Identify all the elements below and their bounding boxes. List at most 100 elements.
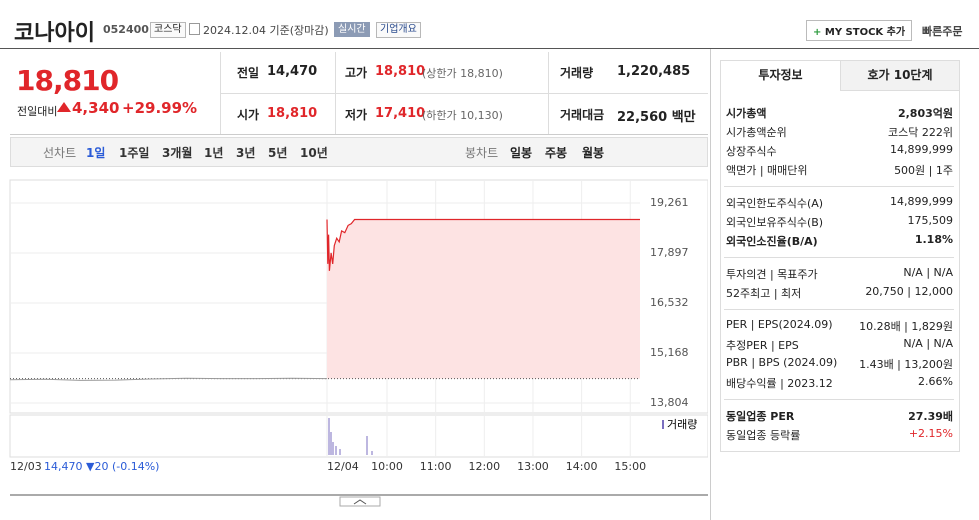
quote-box [10, 52, 708, 135]
period-tab[interactable]: 1년 [204, 146, 224, 160]
info-value: 500원 | 1주 [894, 164, 953, 177]
candle-tab[interactable]: 주봉 [545, 146, 568, 160]
change-percent: +29.99% [122, 99, 198, 117]
stat-value: 17,410 [375, 106, 426, 121]
x-tick-label: 14:00 [566, 460, 598, 473]
info-label: 배당수익률 | 2023.12 [726, 377, 833, 390]
date-label: 2024.12.04 기준(장마감) [203, 24, 329, 37]
info-label: 상장주식수 [726, 145, 777, 158]
stat-label: 전일 [237, 66, 260, 80]
info-value: 14,899,999 [890, 143, 953, 156]
info-tab[interactable]: 투자정보 [721, 61, 840, 90]
group-divider [724, 257, 954, 258]
info-value: 1.18% [914, 233, 953, 246]
info-label: 외국인한도주식수(A) [726, 197, 824, 210]
y-tick-label: 15,168 [650, 346, 689, 359]
stat-label: 고가 [345, 66, 368, 80]
y-tick-label: 19,261 [650, 196, 689, 209]
info-label: PBR | BPS (2024.09) [726, 356, 838, 369]
info-value: 27.39배 [908, 410, 953, 423]
x-tick-label: 15:00 [614, 460, 646, 473]
info-value: 1.43배 | 13,200원 [859, 358, 953, 371]
y-tick-label: 17,897 [650, 246, 689, 259]
calendar-icon [189, 23, 200, 35]
group-divider [724, 399, 954, 400]
x-tick-label: 13:00 [517, 460, 549, 473]
stat-note: (하한가 10,130) [422, 109, 503, 122]
stat-value: 14,470 [267, 64, 318, 79]
info-value: 10.28배 | 1,829원 [859, 320, 953, 333]
info-value: N/A | N/A [903, 266, 953, 279]
plus-icon: + [813, 27, 825, 38]
overview-button[interactable]: 기업개요 [376, 22, 421, 38]
candle-chart-label: 봉차트 [465, 146, 499, 160]
info-label: 외국인소진율(B/A) [726, 235, 818, 248]
info-label: 외국인보유주식수(B) [726, 216, 824, 229]
quick-order[interactable]: 빠른주문 [922, 25, 963, 38]
stat-value: 18,810 [375, 64, 426, 79]
change-label: 전일대비 [17, 105, 58, 118]
line-chart-label: 선차트 [43, 146, 77, 160]
y-tick-label: 13,804 [650, 396, 689, 409]
period-tab[interactable]: 5년 [268, 146, 288, 160]
prev-day-line [9, 377, 328, 381]
period-tab[interactable]: 1주일 [119, 146, 150, 160]
volume-bars [328, 418, 373, 455]
group-divider [724, 309, 954, 310]
quote-divider [220, 93, 708, 94]
prev-day-label: 12/03 [10, 460, 42, 473]
prev-day-summary: 14,470 ▼20 (-0.14%) [44, 460, 159, 473]
info-label: 투자의견 | 목표주가 [726, 268, 818, 281]
change-value: 4,340 [72, 99, 120, 117]
volume-legend-swatch [662, 420, 664, 429]
stat-value: 18,810 [267, 106, 318, 121]
info-label: 동일업종 등락률 [726, 429, 801, 442]
mystock-button[interactable]: + MY STOCK 추가 [806, 20, 913, 41]
stat-label: 거래량 [560, 66, 594, 80]
info-label: 동일업종 PER [726, 410, 795, 423]
collapse-button[interactable] [339, 496, 381, 507]
y-tick-label: 16,532 [650, 296, 689, 309]
collapse-icon [353, 499, 367, 505]
info-value: 14,899,999 [890, 195, 953, 208]
realtime-badge[interactable]: 실시간 [334, 22, 370, 37]
info-value: 175,509 [907, 214, 954, 227]
x-tick-label: 11:00 [420, 460, 452, 473]
stat-value: 1,220,485 [617, 64, 691, 79]
market-badge: 코스닥 [150, 22, 186, 38]
up-arrow [57, 102, 71, 112]
stat-label: 저가 [345, 108, 368, 122]
period-tab[interactable]: 10년 [300, 146, 328, 160]
period-tab[interactable]: 3년 [236, 146, 256, 160]
info-value: 2.66% [918, 375, 953, 388]
x-tick-label: 12/04 [327, 460, 359, 473]
info-value: 20,750 | 12,000 [865, 285, 953, 298]
period-tab[interactable]: 3개월 [162, 146, 193, 160]
group-divider [724, 186, 954, 187]
price-line [326, 218, 640, 271]
info-label: 52주최고 | 최저 [726, 287, 802, 300]
stat-label: 거래대금 [560, 108, 605, 122]
info-value: 2,803억원 [897, 107, 953, 120]
candle-tab[interactable]: 월봉 [582, 146, 605, 160]
info-label: 추정PER | EPS [726, 339, 799, 352]
x-tick-label: 12:00 [468, 460, 500, 473]
mystock-label: MY STOCK 추가 [824, 27, 906, 38]
stat-label: 시가 [237, 108, 260, 122]
candle-tab[interactable]: 일봉 [510, 146, 533, 160]
stat-note: (상한가 18,810) [422, 67, 503, 80]
info-label: PER | EPS(2024.09) [726, 318, 833, 331]
header-rule [0, 48, 979, 49]
info-label: 시가총액순위 [726, 126, 787, 139]
price: 18,810 [16, 64, 119, 97]
volume-legend: 거래량 [667, 418, 697, 431]
info-value: N/A | N/A [903, 337, 953, 350]
period-tab[interactable]: 1일 [86, 146, 106, 160]
stat-value: 22,560 백만 [617, 110, 696, 125]
stock-code: 052400 [103, 23, 149, 36]
info-value: 코스닥 222위 [888, 126, 953, 139]
divider [710, 49, 711, 520]
info-tab[interactable]: 호가 10단계 [840, 61, 959, 91]
